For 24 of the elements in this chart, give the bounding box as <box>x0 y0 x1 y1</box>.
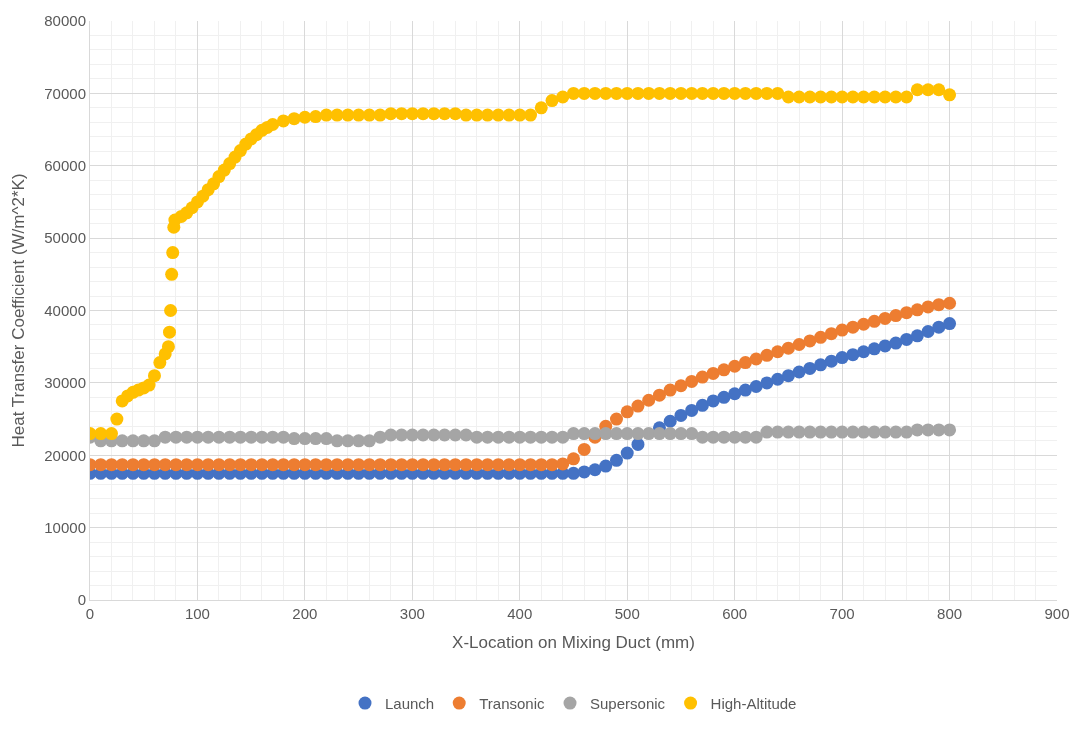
x-tick-label: 800 <box>937 605 963 622</box>
x-axis-title: X-Location on Mixing Duct (mm) <box>452 633 695 653</box>
x-tick-label: 300 <box>399 605 425 622</box>
x-tick-label: 500 <box>614 605 640 622</box>
y-tick-label: 20000 <box>44 446 86 464</box>
y-tick-label: 60000 <box>44 157 86 174</box>
legend-label: Launch <box>385 694 435 712</box>
y-tick-label: 50000 <box>44 229 86 247</box>
x-tick-label: 400 <box>507 605 533 622</box>
y-tick-label: 0 <box>77 591 86 609</box>
y-tick-label: 30000 <box>44 374 86 392</box>
x-tick-label: 700 <box>829 605 855 622</box>
y-axis-title: Heat Transfer Coefficient (W/m^2*K) <box>8 173 28 448</box>
legend-label: Transonic <box>479 694 546 712</box>
y-tick-label: 10000 <box>44 518 86 536</box>
x-tick-label: 200 <box>292 605 318 622</box>
x-tick-label: 900 <box>1044 605 1070 622</box>
x-tick-label: 600 <box>722 605 748 622</box>
x-tick-label: 100 <box>184 605 210 622</box>
legend-label: Supersonic <box>590 694 666 712</box>
y-tick-label: 70000 <box>44 84 86 102</box>
y-tick-label: 40000 <box>44 301 86 319</box>
y-tick-label: 80000 <box>44 12 86 30</box>
legend-label: High-Altitude <box>710 694 797 712</box>
